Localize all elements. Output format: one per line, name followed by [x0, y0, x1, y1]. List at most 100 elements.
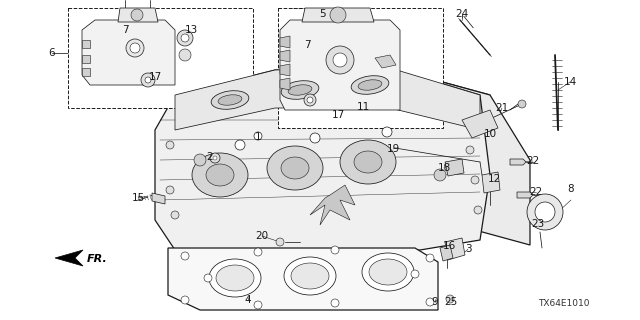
- Polygon shape: [517, 192, 533, 198]
- Circle shape: [254, 301, 262, 309]
- Text: 22: 22: [526, 156, 540, 166]
- Text: 7: 7: [122, 25, 128, 35]
- Circle shape: [235, 140, 245, 150]
- Text: 17: 17: [332, 110, 344, 120]
- Polygon shape: [445, 238, 465, 260]
- Ellipse shape: [288, 85, 312, 95]
- Polygon shape: [175, 65, 490, 180]
- Polygon shape: [168, 248, 438, 310]
- Polygon shape: [152, 193, 165, 204]
- Ellipse shape: [369, 259, 407, 285]
- Polygon shape: [175, 68, 480, 130]
- Circle shape: [145, 77, 151, 83]
- Circle shape: [171, 211, 179, 219]
- Text: 9: 9: [432, 297, 438, 307]
- Text: 3: 3: [465, 244, 471, 254]
- Ellipse shape: [209, 259, 261, 297]
- Text: 15: 15: [131, 193, 145, 203]
- Text: 14: 14: [563, 77, 577, 87]
- Text: 2: 2: [207, 152, 213, 162]
- Circle shape: [254, 248, 262, 256]
- Circle shape: [411, 270, 419, 278]
- Ellipse shape: [291, 263, 329, 289]
- Ellipse shape: [211, 91, 249, 109]
- Circle shape: [426, 298, 434, 306]
- Text: 8: 8: [568, 184, 574, 194]
- Circle shape: [471, 176, 479, 184]
- Circle shape: [179, 49, 191, 61]
- Polygon shape: [118, 8, 158, 22]
- Circle shape: [141, 73, 155, 87]
- Circle shape: [474, 206, 482, 214]
- Ellipse shape: [358, 80, 382, 90]
- Circle shape: [126, 39, 144, 57]
- Ellipse shape: [218, 95, 242, 105]
- Circle shape: [204, 274, 212, 282]
- Polygon shape: [510, 159, 526, 165]
- Text: 18: 18: [437, 163, 451, 173]
- Ellipse shape: [206, 164, 234, 186]
- Circle shape: [518, 100, 526, 108]
- Circle shape: [331, 299, 339, 307]
- Text: 20: 20: [255, 231, 269, 241]
- Circle shape: [181, 252, 189, 260]
- Bar: [278, 8, 443, 128]
- Ellipse shape: [340, 140, 396, 184]
- Circle shape: [213, 156, 217, 160]
- Text: 4: 4: [244, 295, 252, 305]
- Circle shape: [181, 34, 189, 42]
- Bar: [82, 40, 90, 48]
- Ellipse shape: [284, 257, 336, 295]
- Text: 7: 7: [304, 40, 310, 50]
- Circle shape: [307, 97, 313, 103]
- Circle shape: [166, 141, 174, 149]
- Polygon shape: [462, 110, 498, 138]
- Text: 10: 10: [483, 129, 497, 139]
- Ellipse shape: [362, 253, 414, 291]
- Text: 21: 21: [495, 103, 509, 113]
- Polygon shape: [375, 55, 396, 68]
- Circle shape: [527, 194, 563, 230]
- Text: FR.: FR.: [87, 254, 108, 264]
- Circle shape: [446, 295, 454, 303]
- Circle shape: [382, 127, 392, 137]
- Text: 12: 12: [488, 174, 500, 184]
- Polygon shape: [482, 172, 500, 193]
- Text: 25: 25: [444, 297, 458, 307]
- Text: 22: 22: [529, 187, 543, 197]
- Circle shape: [330, 7, 346, 23]
- Circle shape: [276, 238, 284, 246]
- Circle shape: [466, 146, 474, 154]
- Polygon shape: [380, 65, 530, 245]
- Polygon shape: [280, 20, 400, 110]
- Circle shape: [166, 186, 174, 194]
- Polygon shape: [280, 36, 290, 48]
- Circle shape: [130, 43, 140, 53]
- Ellipse shape: [354, 151, 382, 173]
- Polygon shape: [280, 50, 290, 62]
- Text: 11: 11: [356, 102, 370, 112]
- Circle shape: [210, 153, 220, 163]
- Text: 13: 13: [184, 25, 198, 35]
- Polygon shape: [82, 20, 175, 85]
- Text: 16: 16: [442, 241, 456, 251]
- Text: 24: 24: [456, 9, 468, 19]
- Bar: [82, 55, 90, 63]
- Ellipse shape: [351, 76, 389, 94]
- Circle shape: [434, 169, 446, 181]
- Circle shape: [194, 154, 206, 166]
- Circle shape: [254, 132, 262, 140]
- Circle shape: [131, 9, 143, 21]
- Bar: [82, 68, 90, 76]
- Text: 6: 6: [49, 48, 55, 58]
- Polygon shape: [440, 245, 453, 261]
- Circle shape: [310, 133, 320, 143]
- Circle shape: [333, 53, 347, 67]
- Polygon shape: [302, 8, 374, 22]
- Polygon shape: [55, 250, 83, 266]
- Ellipse shape: [281, 157, 309, 179]
- Circle shape: [304, 94, 316, 106]
- Circle shape: [331, 246, 339, 254]
- Text: 23: 23: [531, 219, 545, 229]
- Text: 5: 5: [319, 9, 325, 19]
